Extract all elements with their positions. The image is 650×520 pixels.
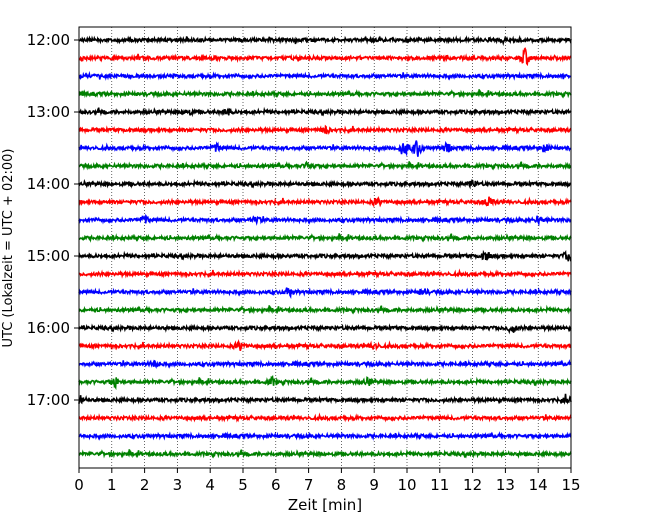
- trace-20: [78, 374, 572, 391]
- trace-2: [78, 47, 572, 67]
- trace-11: [78, 213, 572, 227]
- trace-15: [78, 287, 572, 299]
- trace-4: [78, 89, 572, 99]
- y-tick-label-14:00: 14:00: [27, 175, 70, 193]
- y-tick-label-17:00: 17:00: [27, 391, 70, 409]
- x-tick-label-4: 4: [205, 476, 215, 494]
- x-tick-label-6: 6: [271, 476, 281, 494]
- x-tick-label-5: 5: [238, 476, 248, 494]
- trace-9: [78, 178, 572, 190]
- trace-23: [78, 431, 572, 441]
- x-tick-label-13: 13: [496, 476, 515, 494]
- y-tick-label-12:00: 12:00: [27, 31, 70, 49]
- trace-10: [78, 195, 572, 208]
- y-axis-label: UTC (Lokalzeit = UTC + 02:00): [1, 149, 16, 348]
- x-tick-label-9: 9: [369, 476, 379, 494]
- y-tick-label-16:00: 16:00: [27, 319, 70, 337]
- trace-22: [78, 412, 572, 423]
- y-tick-label-13:00: 13:00: [27, 103, 70, 121]
- trace-16: [78, 304, 572, 315]
- trace-8: [78, 160, 572, 171]
- trace-17: [78, 323, 572, 335]
- y-axis-ticks: 12:00 13:00 14:00 15:00 16:00 17:00: [27, 31, 79, 409]
- x-tick-label-14: 14: [529, 476, 548, 494]
- trace-7: [78, 140, 572, 157]
- y-tick-label-15:00: 15:00: [27, 247, 70, 265]
- trace-1: [78, 34, 572, 47]
- x-tick-label-15: 15: [561, 476, 580, 494]
- x-tick-label-7: 7: [304, 476, 314, 494]
- x-tick-label-0: 0: [74, 476, 84, 494]
- x-axis-label: Zeit [min]: [288, 496, 362, 514]
- plot-background: [79, 27, 571, 468]
- x-tick-label-2: 2: [140, 476, 150, 494]
- x-tick-label-11: 11: [430, 476, 449, 494]
- x-tick-label-8: 8: [337, 476, 347, 494]
- trace-19: [78, 359, 572, 369]
- x-tick-label-3: 3: [173, 476, 183, 494]
- trace-21: [78, 393, 572, 405]
- trace-5: [78, 106, 572, 118]
- trace-3: [78, 70, 572, 81]
- x-tick-label-10: 10: [397, 476, 416, 494]
- plot-frame: [78, 26, 572, 469]
- trace-6: [78, 124, 572, 135]
- x-axis-ticks: 0 1 2 3 4 5 6 7 8 9 10 11 12 13 14 15: [74, 468, 581, 494]
- trace-14: [78, 268, 572, 279]
- x-tick-label-12: 12: [463, 476, 482, 494]
- traces: [78, 34, 572, 459]
- trace-18: [78, 338, 572, 352]
- trace-13: [78, 249, 572, 262]
- trace-24: [78, 448, 572, 459]
- trace-12: [78, 233, 572, 243]
- x-tick-label-1: 1: [107, 476, 117, 494]
